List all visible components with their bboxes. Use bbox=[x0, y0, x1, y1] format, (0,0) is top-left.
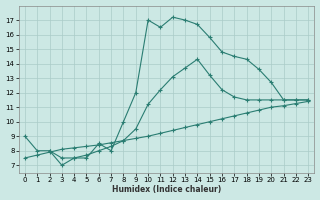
X-axis label: Humidex (Indice chaleur): Humidex (Indice chaleur) bbox=[112, 185, 221, 194]
